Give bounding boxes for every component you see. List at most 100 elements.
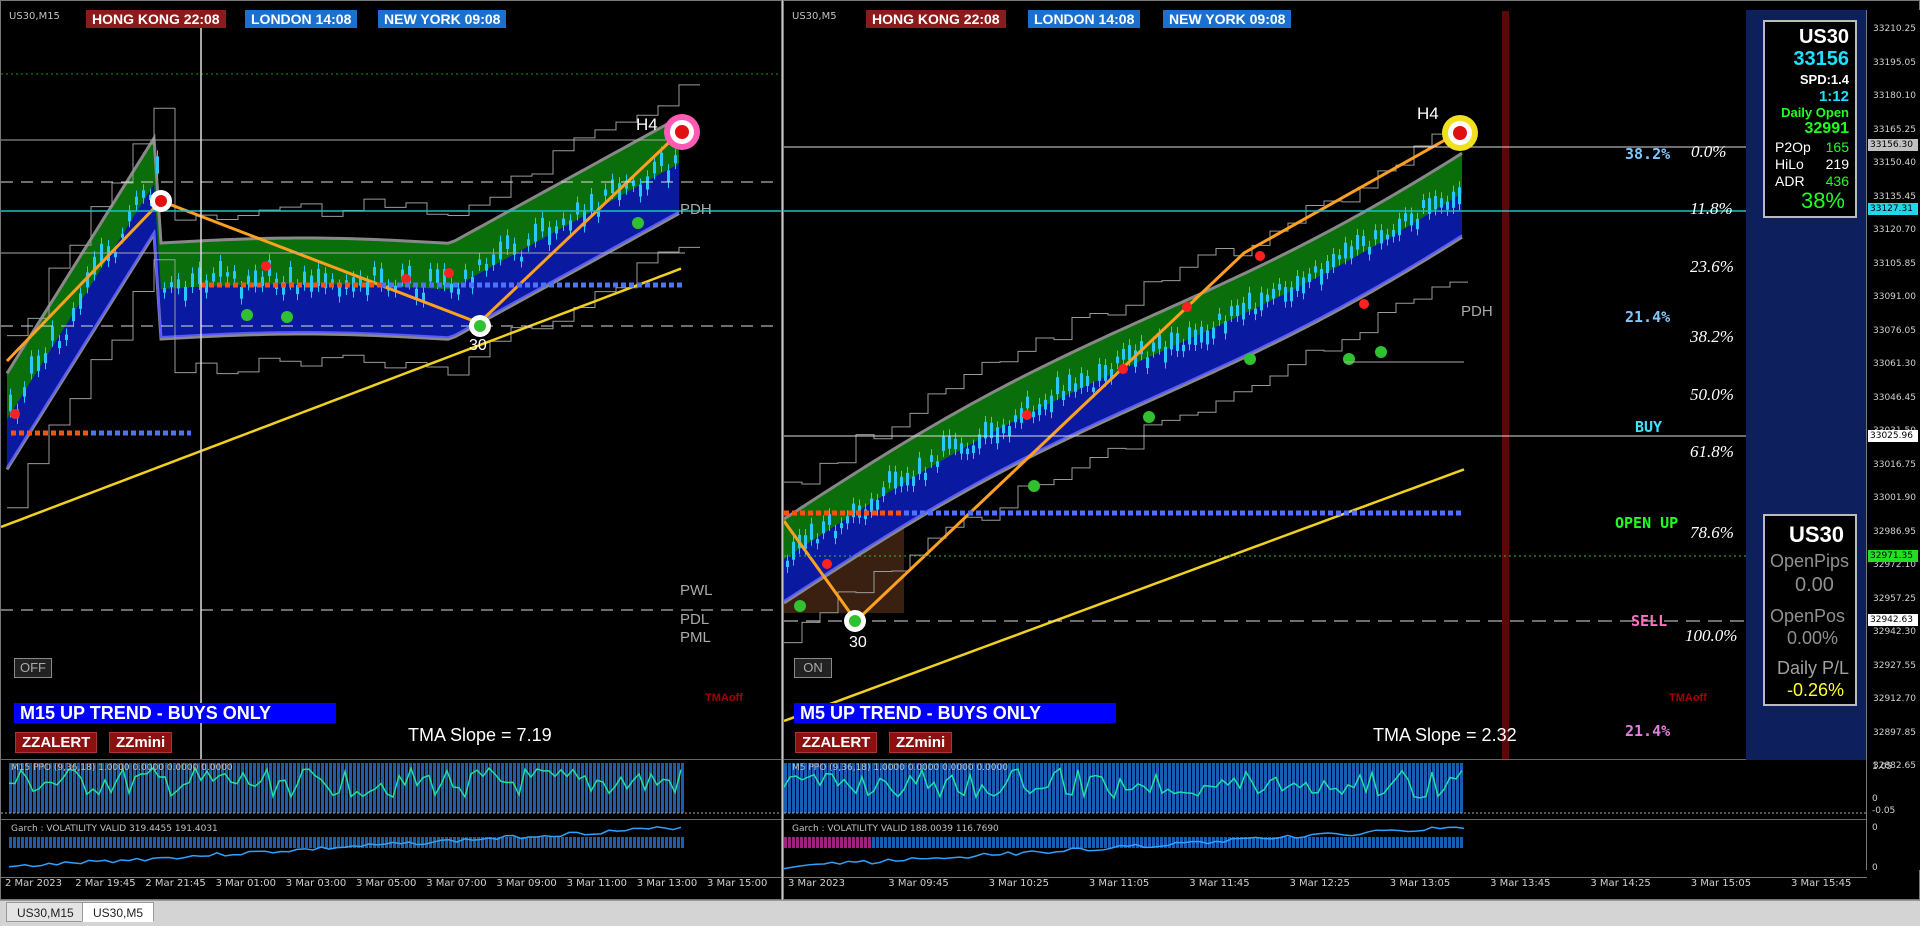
garch-bar <box>289 837 292 848</box>
chart-m5[interactable]: US30,M5 HONG KONG 22:08 LONDON 14:08 NEW… <box>783 0 1920 900</box>
chart-m15[interactable]: US30,M15 HONG KONG 22:08 LONDON 14:08 NE… <box>0 0 782 900</box>
clock-london: LONDON 14:08 <box>245 10 358 28</box>
garch-bar <box>1024 837 1027 848</box>
price-tick: 33091.00 <box>1873 292 1916 302</box>
candle-body <box>310 275 313 292</box>
ppo-histogram-bar <box>29 763 32 813</box>
garch-axis-bottom: 0 <box>1872 863 1878 873</box>
candle-body <box>900 476 903 487</box>
ppo-histogram-bar <box>393 763 396 813</box>
garch-bar <box>956 837 959 848</box>
garch-bar <box>1456 837 1459 848</box>
zzalert-button[interactable]: ZZALERT <box>15 732 98 753</box>
garch-bar <box>1160 837 1163 848</box>
indicator-divider <box>784 759 1867 760</box>
garch-bar <box>121 837 124 848</box>
garch-bar <box>808 837 811 848</box>
time-axis: 2 Mar 2023 2 Mar 19:45 2 Mar 21:45 3 Mar 01… <box>1 878 781 892</box>
ppo-histogram-bar <box>1360 763 1363 813</box>
candle-body <box>492 254 495 265</box>
candle-body <box>156 156 159 174</box>
garch-bar <box>465 837 468 848</box>
zzmini-button[interactable]: ZZmini <box>889 732 953 753</box>
garch-bar <box>485 837 488 848</box>
garch-bar <box>381 837 384 848</box>
garch-bar <box>461 837 464 848</box>
candle-body <box>840 523 843 529</box>
ppo-histogram-bar <box>1076 763 1079 813</box>
indicator-divider <box>1 819 781 820</box>
garch-bar <box>401 837 404 848</box>
candle-body <box>1032 411 1035 418</box>
ppo-histogram-bar <box>421 763 424 813</box>
ppo-histogram-bar <box>1220 763 1223 813</box>
ppo-histogram-bar <box>157 763 160 813</box>
sell-signal-dot <box>10 409 20 419</box>
tab-us30-m5[interactable]: US30,M5 <box>82 902 155 922</box>
ppo-histogram-bar <box>1460 763 1463 813</box>
ppo-histogram-bar <box>1068 763 1071 813</box>
ppo-histogram-bar <box>661 763 664 813</box>
candle-body <box>1314 266 1317 273</box>
ppo-histogram-bar <box>976 763 979 813</box>
candle-body <box>1062 390 1065 401</box>
ppo-histogram-bar <box>1180 763 1183 813</box>
zzmini-button[interactable]: ZZmini <box>109 732 173 753</box>
garch-bar <box>505 837 508 848</box>
ppo-histogram-bar <box>593 763 596 813</box>
garch-bar <box>153 837 156 848</box>
ppo-histogram-bar <box>297 763 300 813</box>
ppo-histogram-bar <box>209 763 212 813</box>
time-tick: 3 Mar 15:45 <box>1791 878 1852 889</box>
garch-bar <box>73 837 76 848</box>
tmaoff-label[interactable]: TMAoff <box>705 692 743 704</box>
garch-bar <box>1084 837 1087 848</box>
trend-banner: M15 UP TREND - BUYS ONLY <box>14 703 336 723</box>
ppo-histogram-bar <box>521 763 524 813</box>
zzalert-button[interactable]: ZZALERT <box>795 732 878 753</box>
ppo-histogram-bar <box>1088 763 1091 813</box>
garch-axis-top: 0 <box>1872 823 1878 833</box>
ppo-histogram-bar <box>321 763 324 813</box>
garch-bar <box>553 837 556 848</box>
tab-us30-m15[interactable]: US30,M15 <box>6 902 85 922</box>
garch-bar <box>161 837 164 848</box>
garch-bar <box>449 837 452 848</box>
candle-body <box>1122 348 1125 360</box>
ppo-histogram-bar <box>832 763 835 813</box>
candle-body <box>846 516 849 524</box>
garch-bar <box>1288 837 1291 848</box>
candle-body <box>1290 287 1293 302</box>
garch-bar <box>1232 837 1235 848</box>
garch-bar <box>1424 837 1427 848</box>
tmaoff-label[interactable]: TMAoff <box>1669 692 1707 704</box>
p2op-value: 165 <box>1825 139 1849 155</box>
garch-bar <box>65 837 68 848</box>
garch-bar <box>836 837 839 848</box>
candle-body <box>177 279 180 289</box>
time-tick: 3 Mar 11:45 <box>1189 878 1250 889</box>
candle-timer: 1:12 <box>1818 88 1849 105</box>
garch-bar <box>1164 837 1167 848</box>
ppo-histogram-bar <box>121 763 124 813</box>
garch-bar <box>597 837 600 848</box>
candle-body <box>888 471 891 483</box>
garch-bar <box>852 837 855 848</box>
garch-bar <box>952 837 955 848</box>
garch-bar <box>1260 837 1263 848</box>
candle-body <box>79 293 82 309</box>
garch-bar <box>105 837 108 848</box>
ppo-histogram-bar <box>465 763 468 813</box>
candle-body <box>1392 229 1395 237</box>
toggle-on-button[interactable]: ON <box>794 658 832 678</box>
ppo-histogram-bar <box>397 763 400 813</box>
price-tag-white: 33025.96 <box>1868 430 1918 442</box>
candle-body <box>1398 218 1401 236</box>
time-tick: 3 Mar 13:05 <box>1389 878 1451 889</box>
garch-bar <box>77 837 80 848</box>
garch-bar <box>1264 837 1267 848</box>
ppo-histogram-bar <box>301 763 304 813</box>
toggle-off-button[interactable]: OFF <box>14 658 52 678</box>
ppo-histogram-bar <box>1312 763 1315 813</box>
candle-body <box>1422 200 1425 209</box>
